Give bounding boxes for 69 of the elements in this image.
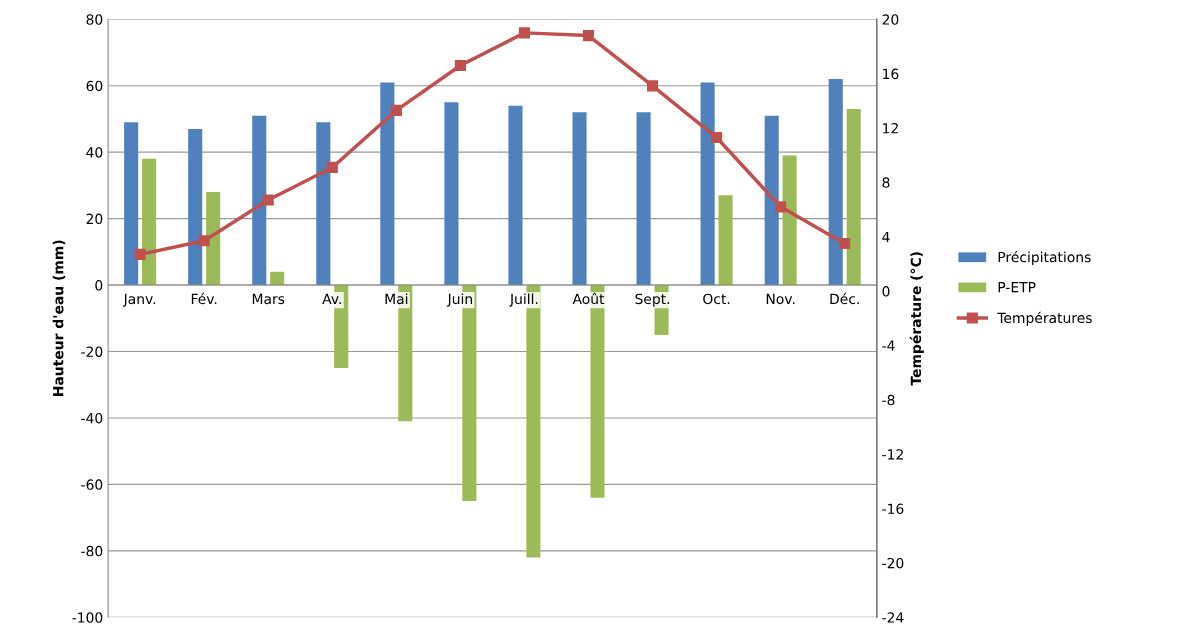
point bbox=[775, 201, 787, 213]
x-tick-label: Août bbox=[572, 292, 605, 305]
bar bbox=[142, 158, 157, 286]
y2-tick-label: -12 bbox=[882, 449, 903, 460]
y2-tick-label: -20 bbox=[882, 557, 904, 569]
point bbox=[646, 80, 659, 92]
x-tick-label: Nov. bbox=[766, 293, 795, 305]
y2-tick-label: -24 bbox=[882, 612, 904, 623]
point bbox=[454, 59, 466, 72]
x-tick-label: Mars bbox=[252, 293, 285, 305]
bar bbox=[846, 108, 861, 286]
y-axis-title: Hauteur d'eau (mm) bbox=[52, 240, 66, 396]
bar bbox=[572, 112, 587, 286]
bar bbox=[764, 115, 779, 286]
y-tick-label: 40 bbox=[86, 147, 103, 158]
y2-tick-label: -8 bbox=[882, 394, 895, 406]
bar bbox=[252, 115, 267, 286]
bar bbox=[270, 271, 285, 286]
point bbox=[390, 104, 402, 116]
y-tick-label: 20 bbox=[86, 213, 103, 225]
y2-tick-label: -16 bbox=[882, 503, 904, 515]
x-tick-label: Janv. bbox=[122, 293, 156, 307]
y2-tick-label: 12 bbox=[883, 122, 898, 134]
x-tick-label: Fév. bbox=[191, 292, 217, 305]
y2-tick-label: 20 bbox=[882, 14, 899, 25]
bar bbox=[316, 122, 331, 286]
point bbox=[326, 161, 338, 173]
point bbox=[518, 27, 530, 39]
y-tick-label: -80 bbox=[81, 545, 103, 557]
x-tick-label: Juin bbox=[446, 293, 472, 307]
bar bbox=[782, 155, 797, 286]
x-tick-label: Av. bbox=[322, 293, 341, 304]
x-tick-label: Déc. bbox=[830, 292, 859, 305]
bar bbox=[508, 105, 523, 286]
x-tick-label: Sept. bbox=[635, 293, 670, 307]
point bbox=[198, 235, 210, 247]
bar bbox=[718, 195, 733, 286]
point bbox=[839, 237, 851, 250]
legend-label: Précipitations bbox=[998, 251, 1091, 265]
bar bbox=[700, 82, 715, 286]
y-tick-label: -40 bbox=[81, 412, 103, 424]
x-tick-label: Oct. bbox=[703, 293, 730, 305]
bar bbox=[828, 79, 843, 286]
bar bbox=[380, 82, 395, 286]
bar bbox=[124, 122, 139, 286]
y-tick-label: 0 bbox=[95, 280, 103, 291]
legend-label: Températures bbox=[997, 311, 1092, 326]
y-tick-label: 80 bbox=[86, 14, 103, 25]
y2-tick-label: 8 bbox=[882, 177, 890, 188]
y2-tick-label: -4 bbox=[882, 340, 895, 351]
bar bbox=[188, 128, 203, 286]
point bbox=[582, 30, 595, 42]
y-tick-label: -60 bbox=[81, 479, 103, 490]
legend-label: P-ETP bbox=[998, 282, 1036, 293]
y2-tick-label: 0 bbox=[882, 286, 890, 297]
point bbox=[134, 248, 146, 260]
y-tick-label: 60 bbox=[86, 80, 103, 92]
bar bbox=[444, 102, 459, 286]
y2-tick-label: 16 bbox=[883, 68, 899, 80]
x-tick-label: Juill. bbox=[509, 293, 538, 307]
bar bbox=[636, 112, 651, 286]
point bbox=[262, 194, 274, 206]
point bbox=[711, 131, 723, 144]
y2-tick-label: 4 bbox=[882, 231, 890, 243]
y-tick-label: -20 bbox=[81, 346, 103, 357]
x-tick-label: Mai bbox=[385, 293, 408, 305]
y2-axis-title: Température (°C) bbox=[909, 252, 924, 386]
bar bbox=[206, 192, 221, 286]
y-tick-label: -100 bbox=[72, 612, 103, 623]
